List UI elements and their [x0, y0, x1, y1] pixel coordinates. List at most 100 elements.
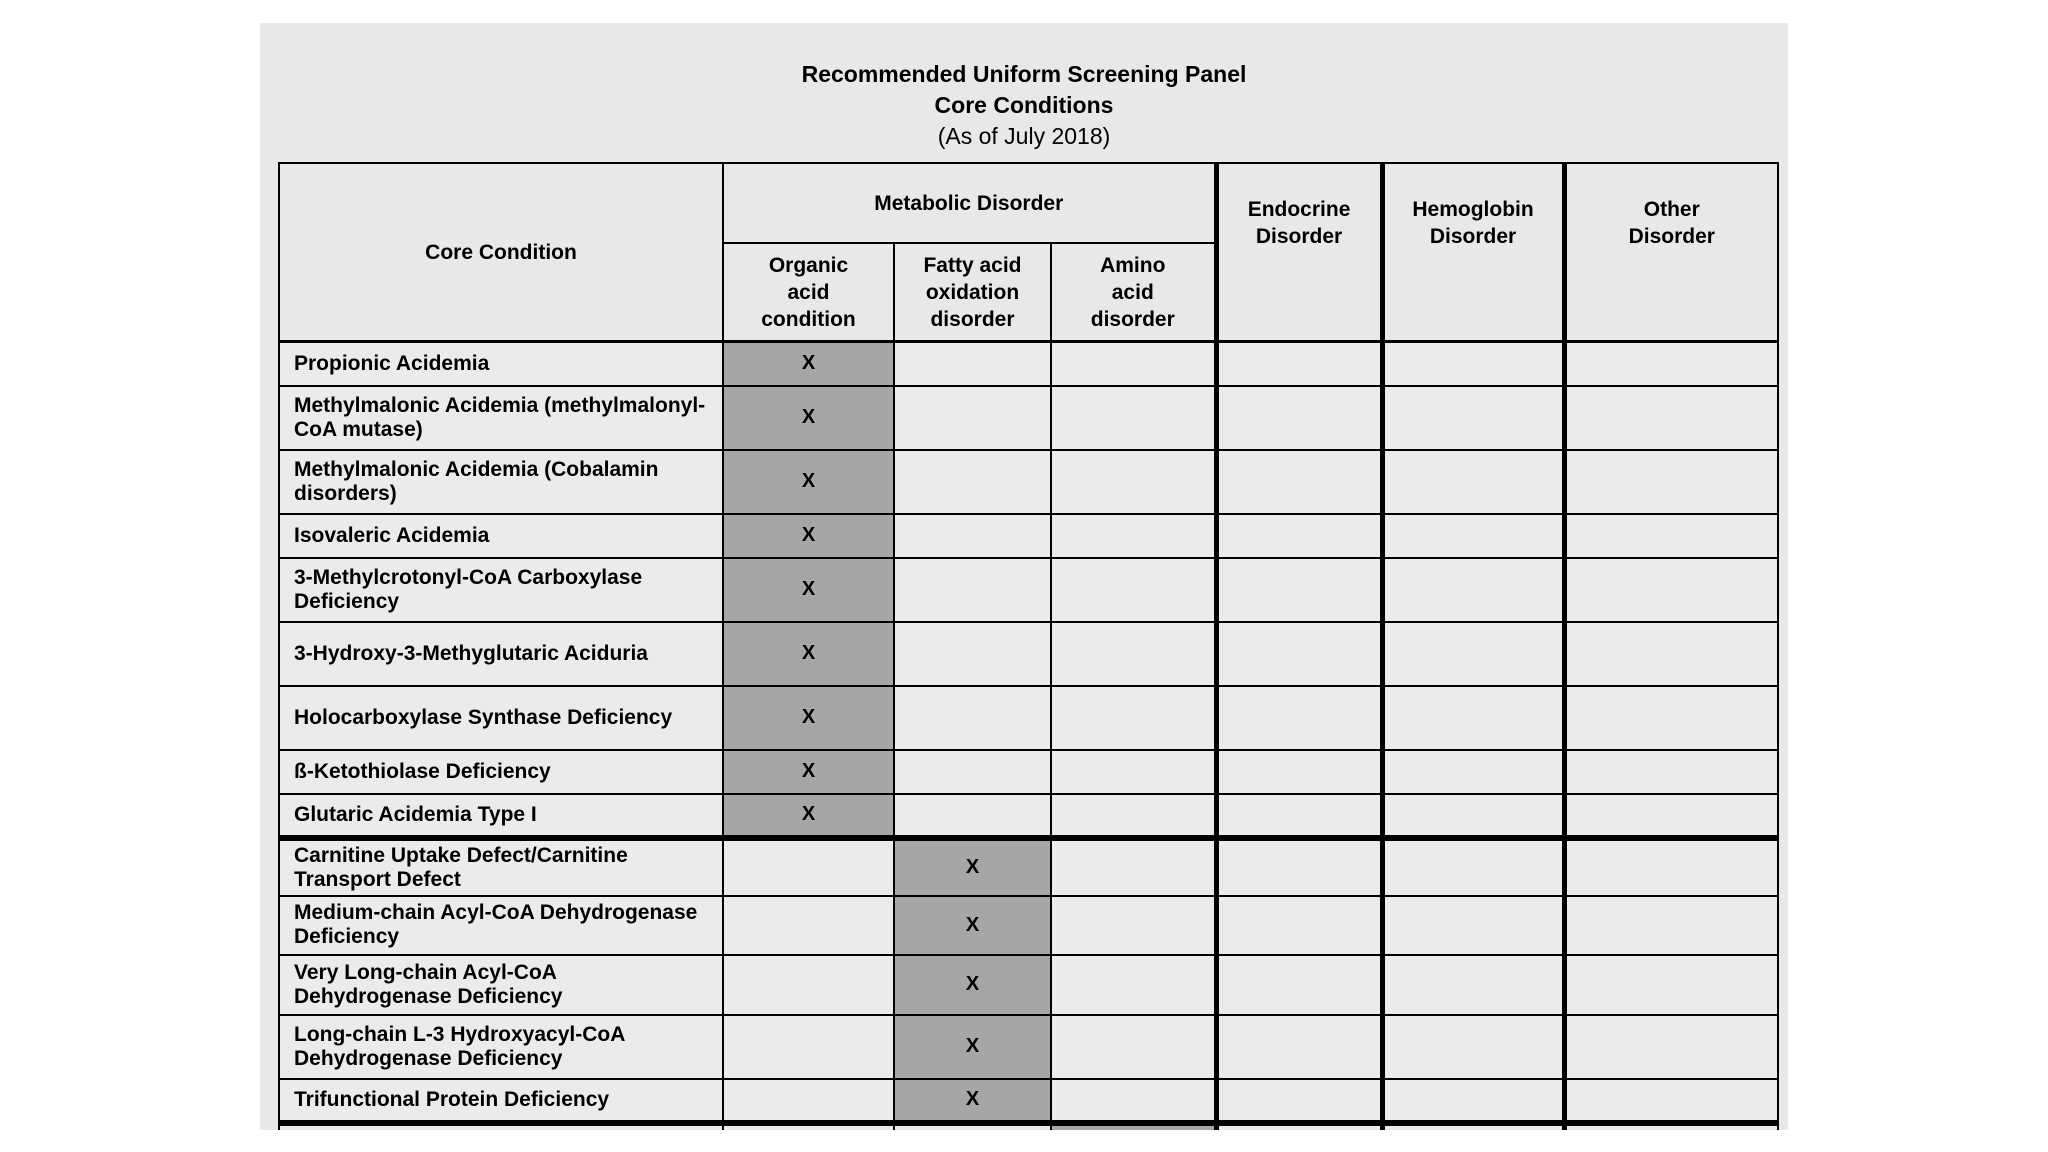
- endocrine-cell: [1215, 894, 1385, 956]
- amino-cell: [1049, 556, 1219, 623]
- hemoglobin-cell: [1381, 620, 1567, 687]
- other-cell: [1563, 1013, 1780, 1080]
- condition-cell: Methylmalonic Acidemia (Cobalamin disord…: [278, 448, 724, 515]
- amino-cell: [1049, 792, 1219, 841]
- organic-cell: [722, 953, 895, 1016]
- endocrine-cell: [1215, 792, 1385, 841]
- fatty-cell: [893, 748, 1052, 795]
- header-metabolic-disorder: Metabolic Disorder: [721, 162, 1219, 244]
- header-fatty-acid-oxidation-disorder: Fatty acid oxidation disorder: [893, 242, 1052, 343]
- other-cell: [1563, 340, 1780, 387]
- other-cell: [1563, 1121, 1780, 1130]
- hemoglobin-cell: [1381, 512, 1567, 559]
- hemoglobin-cell: [1381, 1013, 1567, 1080]
- organic-cell: [722, 894, 895, 956]
- title-line-3: (As of July 2018): [937, 123, 1111, 149]
- other-cell: [1563, 384, 1780, 451]
- organic-cell: [722, 1077, 895, 1126]
- header-organic-acid-condition: Organic acid condition: [722, 242, 895, 343]
- table-row: Long-chain L-3 Hydroxyacyl-CoA Dehydroge…: [278, 1013, 1780, 1080]
- table-row: Methylmalonic Acidemia (Cobalamin disord…: [278, 448, 1780, 515]
- condition-cell: Carnitine Uptake Defect/Carnitine Transp…: [278, 836, 724, 897]
- amino-cell: [1049, 384, 1219, 451]
- condition-cell: Long-chain L-3 Hydroxyacyl-CoA Dehydroge…: [278, 1013, 724, 1080]
- fatty-cell: X: [893, 1077, 1052, 1126]
- fatty-cell: X: [893, 894, 1052, 956]
- condition-cell: Methylmalonic Acidemia (methylmalonyl-Co…: [278, 384, 724, 451]
- title-line-2: Core Conditions: [934, 92, 1114, 118]
- hemoglobin-cell: [1381, 836, 1567, 897]
- amino-cell: [1049, 684, 1219, 751]
- endocrine-cell: [1215, 556, 1385, 623]
- other-cell: [1563, 684, 1780, 751]
- fatty-cell: X: [893, 1013, 1052, 1080]
- hemoglobin-cell: [1381, 1121, 1567, 1130]
- title-line-1: Recommended Uniform Screening Panel: [801, 61, 1247, 87]
- condition-cell: ß-Ketothiolase Deficiency: [278, 748, 724, 795]
- endocrine-cell: [1215, 836, 1385, 897]
- endocrine-cell: [1215, 1121, 1385, 1130]
- other-cell: [1563, 556, 1780, 623]
- other-cell: [1563, 620, 1780, 687]
- amino-cell: [1049, 836, 1219, 897]
- organic-cell: X: [722, 620, 895, 687]
- header-endocrine-disorder: Endocrine Disorder: [1215, 162, 1385, 343]
- organic-cell: X: [722, 512, 895, 559]
- endocrine-cell: [1215, 953, 1385, 1016]
- hemoglobin-cell: [1381, 556, 1567, 623]
- endocrine-cell: [1215, 512, 1385, 559]
- other-cell: [1563, 953, 1780, 1016]
- fatty-cell: X: [893, 836, 1052, 897]
- condition-cell: 3-Methylcrotonyl-CoA Carboxylase Deficie…: [278, 556, 724, 623]
- amino-cell: [1049, 953, 1219, 1016]
- header-amino-acid-disorder: Amino acid disorder: [1049, 242, 1219, 343]
- header-other-disorder: Other Disorder: [1563, 162, 1780, 343]
- amino-cell: [1049, 1077, 1219, 1126]
- fatty-cell: [893, 340, 1052, 387]
- other-cell: [1563, 512, 1780, 559]
- amino-cell: [1049, 620, 1219, 687]
- endocrine-cell: [1215, 684, 1385, 751]
- condition-cell: Medium-chain Acyl-CoA Dehydrogenase Defi…: [278, 894, 724, 956]
- table-row: 3-Hydroxy-3-Methyglutaric Aciduria X: [278, 620, 1780, 687]
- organic-cell: X: [722, 340, 895, 387]
- condition-cell: 3-Hydroxy-3-Methyglutaric Aciduria: [278, 620, 724, 687]
- condition-cell: Propionic Acidemia: [278, 340, 724, 387]
- fatty-cell: [893, 684, 1052, 751]
- fatty-cell: [893, 512, 1052, 559]
- organic-cell: X: [722, 384, 895, 451]
- hemoglobin-cell: [1381, 384, 1567, 451]
- endocrine-cell: [1215, 748, 1385, 795]
- screening-panel-table: Core Condition Metabolic Disorder Endocr…: [278, 162, 1780, 1130]
- fatty-cell: [893, 556, 1052, 623]
- amino-cell: [1049, 894, 1219, 956]
- table-header: Core Condition Metabolic Disorder Endocr…: [278, 162, 1780, 343]
- fatty-cell: [893, 448, 1052, 515]
- other-cell: [1563, 1077, 1780, 1126]
- fatty-cell: [893, 1121, 1052, 1130]
- hemoglobin-cell: [1381, 894, 1567, 956]
- endocrine-cell: [1215, 620, 1385, 687]
- table-row: Isovaleric Acidemia X: [278, 512, 1780, 559]
- endocrine-cell: [1215, 340, 1385, 387]
- endocrine-cell: [1215, 1077, 1385, 1126]
- table-row: Medium-chain Acyl-CoA Dehydrogenase Defi…: [278, 894, 1780, 956]
- amino-cell: [1049, 448, 1219, 515]
- other-cell: [1563, 792, 1780, 841]
- fatty-cell: [893, 792, 1052, 841]
- other-cell: [1563, 894, 1780, 956]
- condition-cell: Glutaric Acidemia Type I: [278, 792, 724, 841]
- organic-cell: [722, 836, 895, 897]
- table-row: Carnitine Uptake Defect/Carnitine Transp…: [278, 836, 1780, 897]
- endocrine-cell: [1215, 384, 1385, 451]
- organic-cell: [722, 1013, 895, 1080]
- amino-cell: [1049, 1013, 1219, 1080]
- fatty-cell: X: [893, 953, 1052, 1016]
- organic-cell: X: [722, 748, 895, 795]
- condition-cell: Isovaleric Acidemia: [278, 512, 724, 559]
- hemoglobin-cell: [1381, 953, 1567, 1016]
- table-row: Propionic Acidemia X: [278, 340, 1780, 387]
- table-row: ß-Ketothiolase Deficiency X: [278, 748, 1780, 795]
- condition-cell: Holocarboxylase Synthase Deficiency: [278, 684, 724, 751]
